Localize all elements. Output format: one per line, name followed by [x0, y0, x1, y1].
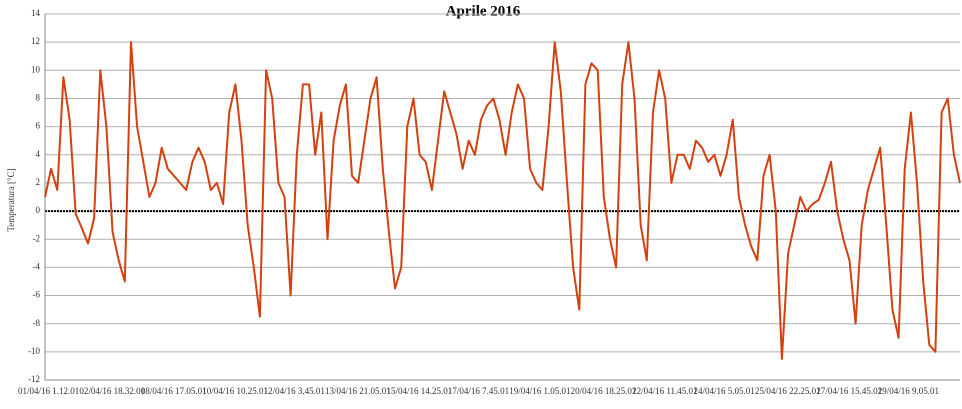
y-tick-label: 14	[31, 8, 41, 18]
x-tick-label: 13/04/16 21.05.01	[325, 386, 391, 396]
chart-title: Aprile 2016	[446, 3, 521, 19]
y-tick-label: -6	[33, 290, 41, 300]
y-tick-label: 6	[36, 121, 41, 131]
x-tick-label: 24/04/16 5.05.01	[694, 386, 755, 396]
x-tick-label: 02/04/16 18.32.01	[79, 386, 145, 396]
y-tick-label: 8	[36, 93, 41, 103]
y-tick-label: -4	[33, 261, 41, 271]
x-tick-label: 01/04/16 1.12.01	[18, 386, 79, 396]
y-tick-label: -2	[33, 233, 41, 243]
y-tick-label: -10	[28, 346, 40, 356]
x-tick-label: 17/04/16 7.45.01	[448, 386, 509, 396]
y-axis-label: Temperatura [°C]	[6, 168, 16, 231]
x-tick-label: 20/04/16 18.25.01	[571, 386, 637, 396]
series-line	[44, 41, 961, 360]
x-tick-label: 10/04/16 10.25.01	[202, 386, 268, 396]
x-tick-label: 12/04/16 3.45.01	[264, 386, 325, 396]
y-tick-label: 4	[36, 149, 41, 159]
y-tick-label: 2	[36, 177, 41, 187]
y-tick-label: -8	[33, 318, 41, 328]
y-tick-label: 10	[31, 64, 41, 74]
y-tick-label: 0	[36, 205, 41, 215]
y-tick-label: 12	[31, 36, 40, 46]
x-tick-label: 22/04/16 11.45.01	[632, 386, 697, 396]
x-tick-label: 19/04/16 1.05.01	[509, 386, 570, 396]
x-tick-label: 29/04/16 9.05.01	[878, 386, 939, 396]
x-tick-label: 27/04/16 15.45.01	[816, 386, 882, 396]
x-tick-label: 15/04/16 14.25.01	[386, 386, 452, 396]
x-tick-label: 25/04/16 22.25.01	[755, 386, 821, 396]
x-tick-label: 08/04/16 17.05.01	[141, 386, 207, 396]
y-tick-label: -12	[28, 374, 40, 384]
